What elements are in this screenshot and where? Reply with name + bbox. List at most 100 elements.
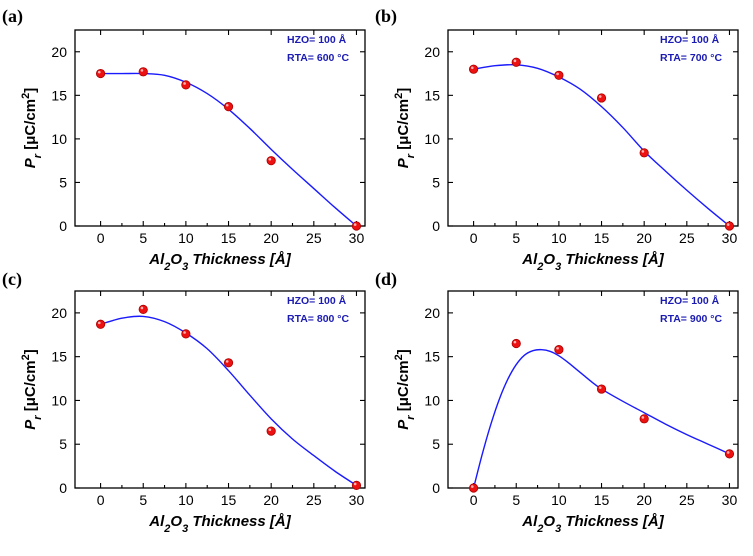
y-tick-label: 0 — [432, 218, 440, 234]
data-point-highlight — [641, 150, 645, 153]
data-point — [181, 329, 191, 339]
panel-label: (a) — [2, 6, 23, 27]
data-point-highlight — [268, 428, 272, 431]
plot-frame — [447, 29, 739, 227]
x-tick-label: 25 — [679, 492, 695, 508]
x-tick-label: 5 — [512, 230, 520, 246]
fit-curve — [473, 63, 730, 227]
x-tick-label: 30 — [722, 492, 738, 508]
data-point — [468, 483, 479, 493]
data-point — [724, 449, 735, 459]
data-point — [351, 480, 362, 490]
chart-panel: 0 5 10 15 20 25 30 0 5 10 15 20 Al2O3 Thickness [Å] P… — [2, 6, 366, 273]
x-tick-label: 10 — [178, 230, 194, 246]
x-tick-label: 15 — [221, 230, 237, 246]
x-tick-label: 20 — [263, 492, 279, 508]
y-axis-label: Pr [μC/cm2] — [20, 349, 44, 429]
x-tick-label: 20 — [636, 230, 652, 246]
data-point — [596, 93, 607, 103]
y-tick-label: 15 — [51, 87, 67, 103]
data-point-highlight — [470, 66, 474, 70]
y-tick-label: 10 — [424, 392, 440, 408]
data-point — [639, 414, 649, 424]
x-axis-label: Al2O3 Thickness [Å] — [521, 251, 664, 273]
x-tick-label: 30 — [722, 230, 738, 246]
data-point — [511, 57, 521, 67]
data-point-highlight — [97, 70, 101, 74]
x-tick-label: 25 — [679, 230, 695, 246]
x-tick-label: 20 — [263, 230, 279, 246]
x-tick-label: 15 — [594, 230, 610, 246]
data-point-highlight — [183, 82, 186, 85]
annotation-text: RTA= 900 °C — [660, 313, 722, 325]
x-axis-label: Al2O3 Thickness [Å] — [148, 513, 291, 535]
x-tick-label: 15 — [221, 492, 237, 508]
data-point — [266, 156, 276, 166]
data-point — [639, 148, 649, 158]
data-point — [223, 102, 234, 112]
data-point — [138, 304, 148, 314]
data-point — [351, 221, 362, 231]
annotation-text: RTA= 700 °C — [660, 52, 722, 64]
annotation-text: RTA= 800 °C — [287, 313, 349, 325]
data-point-highlight — [225, 103, 229, 107]
y-tick-label: 0 — [59, 218, 67, 234]
y-tick-label: 15 — [51, 349, 67, 365]
y-tick-label: 15 — [424, 87, 440, 103]
data-point-highlight — [140, 306, 144, 310]
data-point-highlight — [140, 69, 144, 72]
chart-panel: 0 5 10 15 20 25 30 0 5 10 15 20 Al2O3 Thickness [Å] P… — [375, 269, 739, 535]
y-tick-label: 10 — [51, 392, 67, 408]
x-tick-label: 10 — [178, 492, 194, 508]
data-point-highlight — [97, 321, 101, 325]
data-point-highlight — [353, 223, 357, 226]
y-tick-label: 5 — [59, 436, 67, 452]
fit-curve — [100, 315, 357, 486]
panel-label: (c) — [2, 269, 22, 290]
x-tick-label: 25 — [306, 230, 322, 246]
data-point — [181, 80, 191, 90]
data-point-highlight — [598, 386, 602, 389]
x-tick-label: 30 — [349, 492, 365, 508]
panel-label: (b) — [375, 6, 397, 27]
data-point-highlight — [225, 360, 229, 363]
x-tick-label: 30 — [349, 230, 365, 246]
data-point — [554, 70, 564, 80]
data-point — [468, 64, 479, 74]
chart-panel: 0 5 10 15 20 25 30 0 5 10 15 20 Al2O3 Thickness [Å] P… — [2, 269, 366, 535]
x-tick-label: 0 — [97, 230, 105, 246]
x-axis-label: Al2O3 Thickness [Å] — [521, 513, 664, 535]
fit-curve — [472, 348, 730, 489]
annotation-text: HZO= 100 Å — [287, 294, 347, 307]
data-point — [138, 67, 148, 77]
data-point — [266, 426, 276, 436]
data-point — [596, 384, 607, 394]
data-point-highlight — [556, 346, 559, 350]
annotation-text: HZO= 100 Å — [660, 294, 720, 307]
y-tick-label: 10 — [51, 131, 67, 147]
data-point — [95, 68, 106, 79]
data-point-highlight — [726, 223, 730, 226]
y-axis-label: Pr [μC/cm2] — [20, 88, 44, 168]
data-point-highlight — [556, 72, 559, 76]
x-tick-label: 15 — [594, 492, 610, 508]
y-tick-label: 10 — [424, 131, 440, 147]
x-tick-label: 20 — [636, 492, 652, 508]
y-tick-label: 20 — [51, 44, 67, 60]
fit-curve — [100, 72, 357, 227]
data-point-highlight — [726, 451, 730, 454]
data-point — [554, 345, 564, 355]
y-tick-label: 5 — [432, 436, 440, 452]
y-tick-label: 0 — [432, 480, 440, 496]
plot-frame — [74, 290, 366, 489]
annotation-text: HZO= 100 Å — [287, 33, 347, 46]
y-axis-label: Pr [μC/cm2] — [393, 349, 417, 429]
chart-panel: 0 5 10 15 20 25 30 0 5 10 15 20 Al2O3 Thickness [Å] P… — [375, 6, 739, 273]
y-axis-label: Pr [μC/cm2] — [393, 88, 417, 168]
x-tick-label: 5 — [139, 492, 147, 508]
y-tick-label: 15 — [424, 349, 440, 365]
x-tick-label: 0 — [470, 492, 478, 508]
data-point-highlight — [470, 485, 474, 488]
data-point — [223, 358, 234, 368]
